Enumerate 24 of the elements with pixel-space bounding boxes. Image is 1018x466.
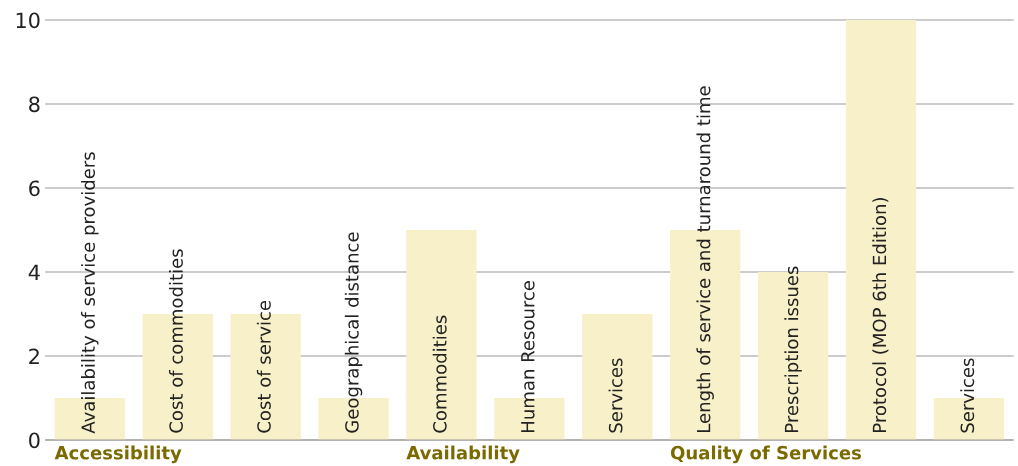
annotation: Availability [406, 445, 520, 464]
y-tick-label: 0 [29, 432, 40, 449]
x-tick-label: Availability of service providers [81, 152, 99, 434]
bar [670, 230, 741, 440]
annotation: Quality of Services [670, 445, 861, 464]
x-tick-label: Cost of commodities [168, 249, 183, 433]
y-tick-label: 2 [29, 348, 39, 364]
x-tick-label: Services [608, 358, 623, 433]
annotation: Accessibility [54, 445, 182, 464]
x-tick-label: Protocol (MOP 6th Edition) [872, 198, 889, 432]
x-tick-label: Cost of service [256, 300, 271, 433]
x-tick-label: Geographical distance [344, 232, 363, 433]
bar [582, 314, 653, 440]
y-tick-label: 6 [29, 180, 40, 197]
bar [845, 20, 917, 440]
y-tick-label: 8 [29, 96, 40, 113]
x-tick-label: Length of service and turnaround time [696, 86, 714, 432]
x-tick-label: Prescription issues [784, 266, 802, 432]
x-tick-label: Human Resource [521, 281, 535, 432]
y-tick-label: 10 [16, 12, 40, 29]
y-tick-label: 4 [28, 264, 40, 280]
bar [406, 230, 477, 440]
x-tick-label: Services [960, 358, 975, 433]
x-tick-label: Commodities [432, 315, 447, 433]
